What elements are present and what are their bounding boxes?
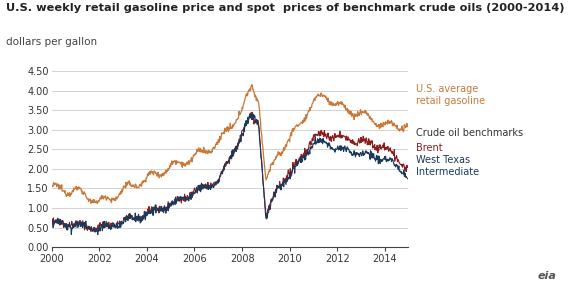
Text: Crude oil benchmarks: Crude oil benchmarks	[416, 128, 523, 139]
Text: eia: eia	[538, 271, 557, 281]
Text: dollars per gallon: dollars per gallon	[6, 37, 97, 47]
Text: West Texas
Intermediate: West Texas Intermediate	[416, 155, 479, 177]
Text: U.S. weekly retail gasoline price and spot  prices of benchmark crude oils (2000: U.S. weekly retail gasoline price and sp…	[6, 3, 564, 13]
Text: U.S. average
retail gasoline: U.S. average retail gasoline	[416, 84, 485, 106]
Text: Brent: Brent	[416, 143, 443, 153]
